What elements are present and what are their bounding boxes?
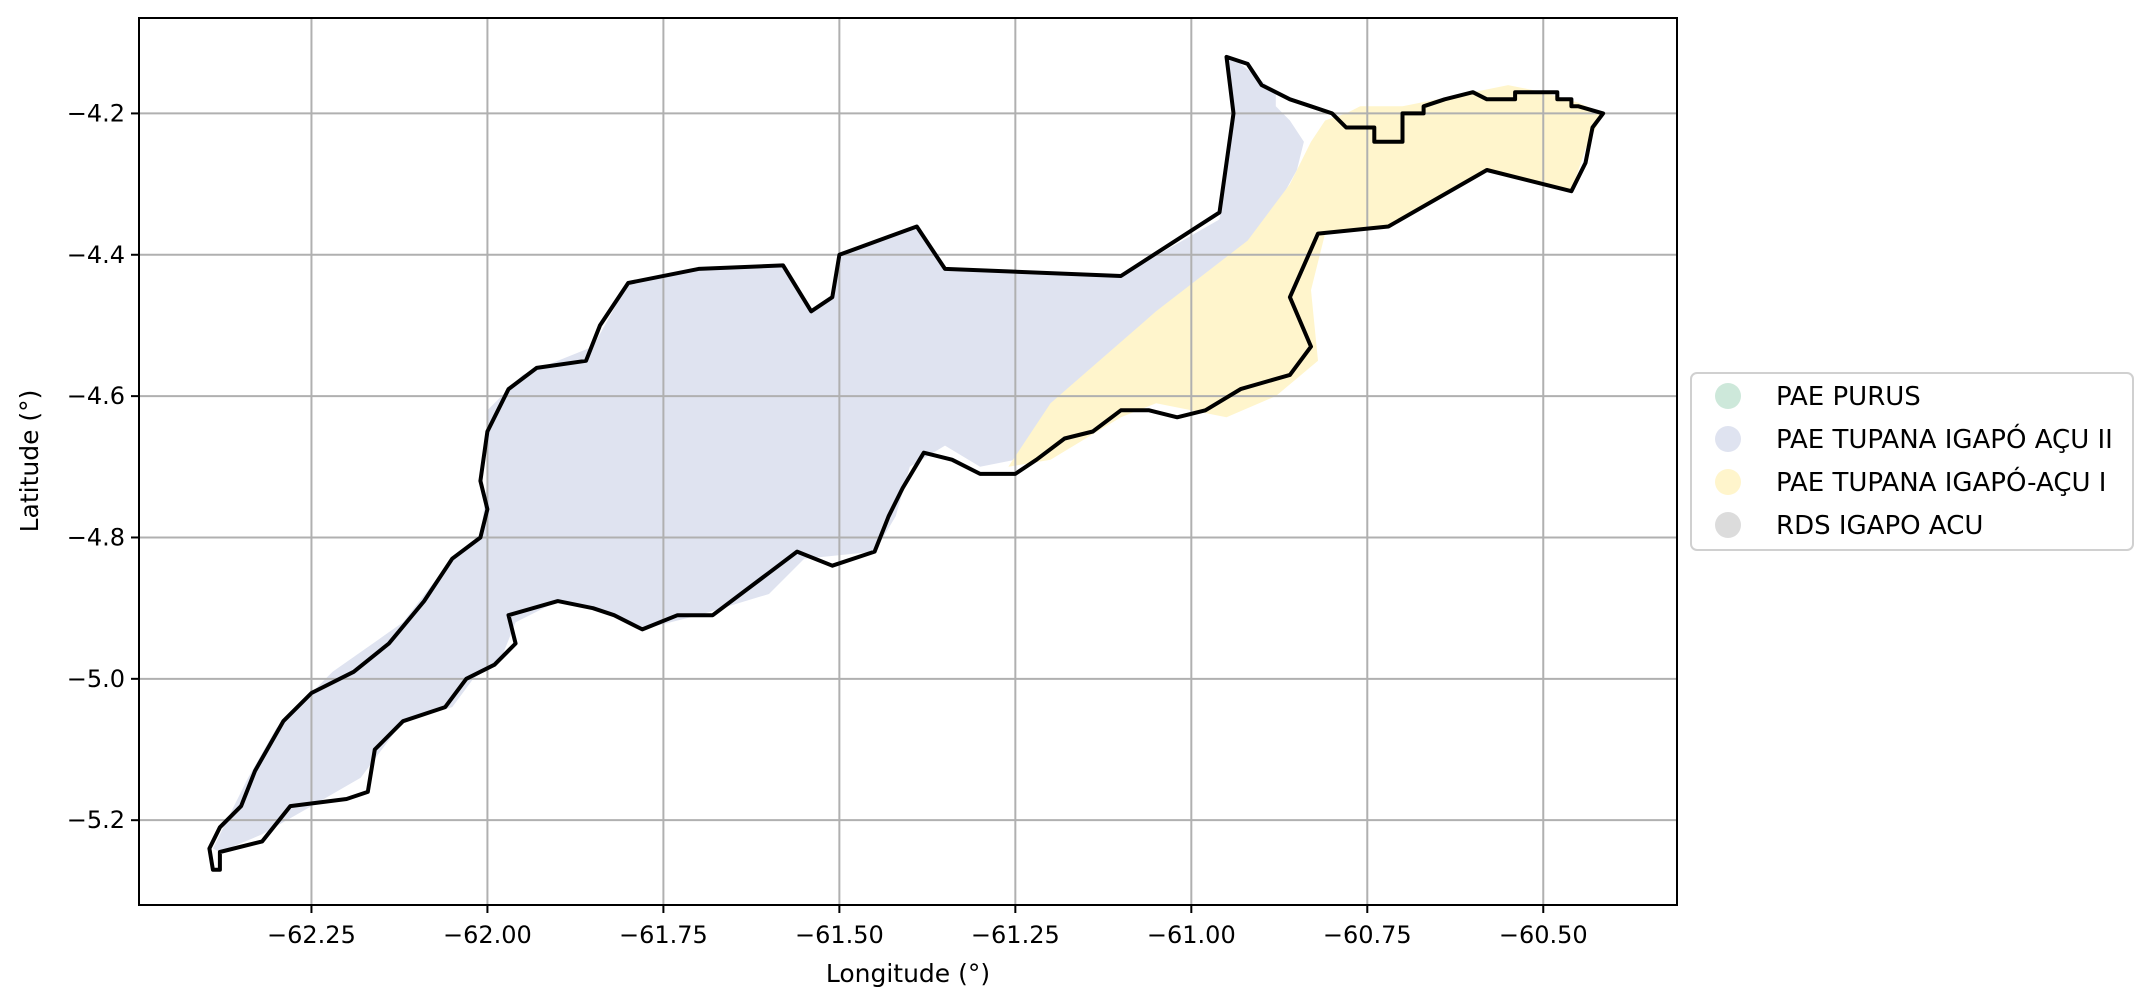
legend: PAE PURUS PAE TUPANA IGAPÓ AÇU II PAE TUPA…	[1690, 372, 2134, 551]
y-tick-label: −4.6	[67, 382, 125, 410]
boundary-outline	[207, 54, 1606, 872]
x-tick-label: −61.50	[795, 921, 884, 949]
axes-frame	[138, 17, 1678, 906]
y-axis-title: Latitude (°)	[15, 390, 44, 533]
legend-label: RDS IGAPO ACU	[1776, 511, 1983, 541]
y-axis-ticks: −4.2 −4.4 −4.6 −4.8 −5.0 −5.2	[67, 99, 139, 834]
x-tick-label: −61.25	[971, 921, 1060, 949]
x-tick-label: −61.75	[619, 921, 708, 949]
legend-marker	[1715, 426, 1741, 452]
legend-label: PAE TUPANA IGAPÓ AÇU II	[1776, 423, 2113, 455]
legend-label: PAE TUPANA IGAPÓ-AÇU I	[1776, 466, 2106, 498]
legend-marker	[1715, 469, 1741, 495]
legend-marker	[1715, 512, 1741, 538]
regions-layer	[212, 56, 1604, 852]
legend-box	[1690, 372, 2134, 551]
x-tick-label: −62.25	[267, 921, 356, 949]
y-tick-label: −5.0	[67, 665, 125, 693]
x-tick-label: −62.00	[443, 921, 532, 949]
x-tick-label: −60.50	[1499, 921, 1588, 949]
x-axis-ticks: −62.25 −62.00 −61.75 −61.50 −61.25 −61.00 −60.…	[267, 905, 1588, 949]
x-tick-label: −60.75	[1323, 921, 1412, 949]
outline-layer	[207, 54, 1606, 872]
x-tick-label: −61.00	[1147, 921, 1236, 949]
x-axis-title: Longitude (°)	[826, 959, 990, 988]
legend-entries: PAE PURUS PAE TUPANA IGAPÓ AÇU II PAE TUPA…	[1715, 382, 2113, 541]
region-pae-tupana-igap-a-u-ii	[212, 56, 1304, 852]
plot-area	[138, 17, 1678, 906]
y-tick-label: −5.2	[67, 806, 125, 834]
legend-label: PAE PURUS	[1776, 382, 1921, 412]
y-tick-label: −4.2	[67, 99, 125, 127]
legend-marker	[1715, 383, 1741, 409]
y-tick-label: −4.8	[67, 523, 125, 551]
y-tick-label: −4.4	[67, 241, 125, 269]
region-pae-tupana-igap-a-u-i	[1008, 85, 1604, 467]
